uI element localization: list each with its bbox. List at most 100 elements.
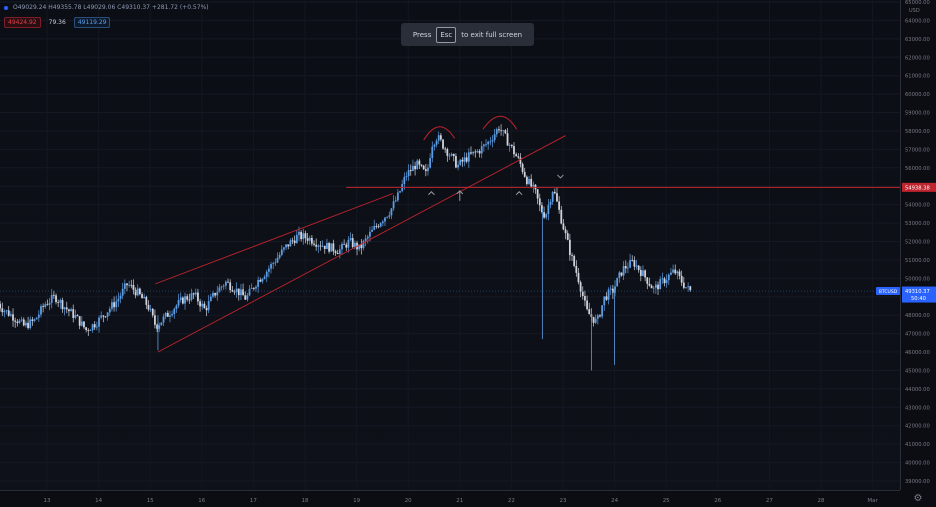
candle [588, 302, 591, 315]
candle [474, 149, 477, 158]
candle [575, 260, 578, 277]
candle [295, 229, 298, 244]
candle [364, 234, 367, 247]
candle [138, 287, 141, 296]
candle [89, 329, 92, 332]
candle [485, 139, 487, 148]
arrow-markers[interactable] [428, 174, 564, 201]
candles [0, 124, 692, 371]
candle [513, 142, 515, 158]
candle [42, 303, 45, 313]
candle [334, 249, 337, 257]
esc-key-badge[interactable]: Esc [436, 26, 457, 43]
candle [113, 296, 115, 312]
trend-line-upper[interactable] [155, 193, 393, 285]
candle [280, 245, 283, 257]
candle [332, 239, 335, 256]
candle [263, 274, 266, 280]
candle [639, 266, 642, 282]
trend-line-lower[interactable] [157, 135, 566, 353]
candle [605, 292, 608, 302]
candle [80, 316, 83, 327]
candle [416, 158, 419, 170]
candle [373, 219, 376, 231]
candle [396, 189, 399, 202]
time-axis[interactable]: 13 14 15 16 17 18 19 20 21 22 23 24 25 26 27 28 Mar [0, 490, 900, 507]
candle [164, 312, 167, 320]
candle [91, 323, 94, 333]
arc-right[interactable] [482, 115, 517, 130]
time-tick-label: 24 [611, 498, 618, 504]
arrow-up-icon[interactable] [515, 191, 523, 196]
candle [285, 243, 287, 250]
indicator-red-badge[interactable]: 49424.92 [4, 17, 41, 28]
candle [384, 216, 386, 226]
candle [229, 279, 232, 293]
price-axis[interactable]: 65000.00 64000.00 63000.00 62000.00 61000.00… [900, 0, 936, 490]
indicator-row: 49424.92 79.36 49119.29 [4, 17, 111, 28]
candle [306, 233, 309, 245]
candle [108, 306, 111, 316]
candle [551, 190, 554, 205]
time-tick-label: 26 [714, 498, 721, 504]
candle [68, 308, 70, 317]
candle [14, 317, 17, 328]
candle [493, 128, 496, 143]
arc-left[interactable] [423, 126, 456, 141]
price-tick-label: 41000.00 [905, 442, 930, 448]
candle [44, 301, 47, 309]
arrow-up-icon[interactable] [428, 191, 435, 196]
candle [12, 308, 14, 327]
candle [427, 164, 429, 176]
candle [227, 278, 229, 283]
candle [134, 287, 137, 299]
candle [609, 285, 612, 296]
candle [463, 152, 466, 167]
trend-channel[interactable] [155, 135, 566, 353]
double-top-arcs[interactable] [423, 115, 517, 141]
price-tick-label: 39000.00 [905, 479, 930, 485]
arrow-down-icon[interactable] [557, 174, 564, 179]
indicator-blue-badge[interactable]: 49119.29 [73, 17, 111, 28]
candle [235, 282, 238, 298]
candle [424, 163, 427, 177]
candle [117, 292, 120, 308]
candle [620, 272, 623, 277]
candle [255, 285, 257, 292]
candle [74, 309, 77, 320]
candle [59, 298, 62, 309]
candle [252, 287, 255, 291]
candle [323, 245, 326, 254]
candle [132, 279, 135, 295]
candle [515, 152, 518, 157]
candle [392, 195, 395, 212]
candle [143, 293, 146, 299]
candle [422, 164, 425, 170]
candle [403, 172, 406, 190]
candle [237, 288, 240, 301]
price-tick-label: 62000.00 [905, 55, 930, 61]
candle [156, 323, 158, 332]
arrow-up-long-icon[interactable] [456, 190, 464, 201]
candle [506, 128, 509, 146]
price-tick-label: 42000.00 [905, 424, 930, 430]
currency-label: USD [909, 8, 920, 14]
candle [556, 187, 558, 203]
candle [592, 316, 595, 327]
price-tick-label: 51000.00 [905, 258, 930, 264]
candle [326, 238, 328, 250]
candle [629, 253, 631, 269]
candle [123, 279, 126, 295]
candle [433, 143, 436, 151]
candle [682, 276, 685, 290]
candle [577, 268, 580, 285]
chart-area[interactable]: BTCUSD O49029.24 H49355.78 L49029.06 C49… [0, 0, 900, 490]
candle [0, 300, 2, 312]
candle [287, 244, 290, 250]
candle [22, 317, 25, 327]
candle [624, 260, 627, 274]
candle [644, 269, 647, 282]
settings-gear-icon[interactable]: ⚙ [913, 492, 923, 504]
candle [214, 292, 217, 298]
price-chart[interactable]: BTCUSD [0, 0, 900, 490]
